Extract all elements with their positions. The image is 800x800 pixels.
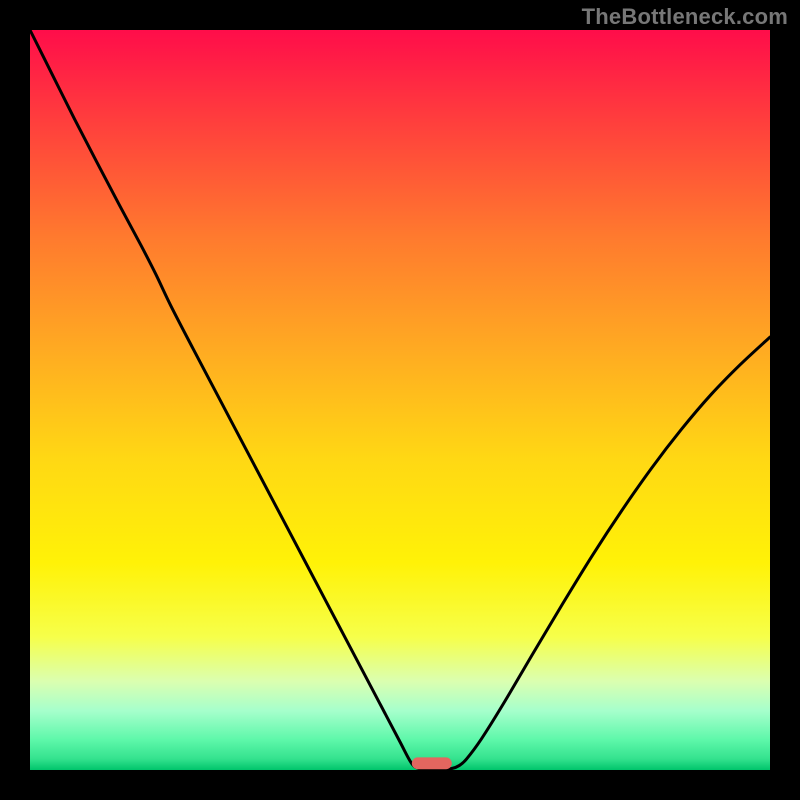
watermark-text: TheBottleneck.com: [582, 4, 788, 30]
figure-root: TheBottleneck.com: [0, 0, 800, 800]
optimal-marker: [412, 757, 452, 769]
plot-background: [30, 30, 770, 770]
bottleneck-chart: [0, 0, 800, 800]
